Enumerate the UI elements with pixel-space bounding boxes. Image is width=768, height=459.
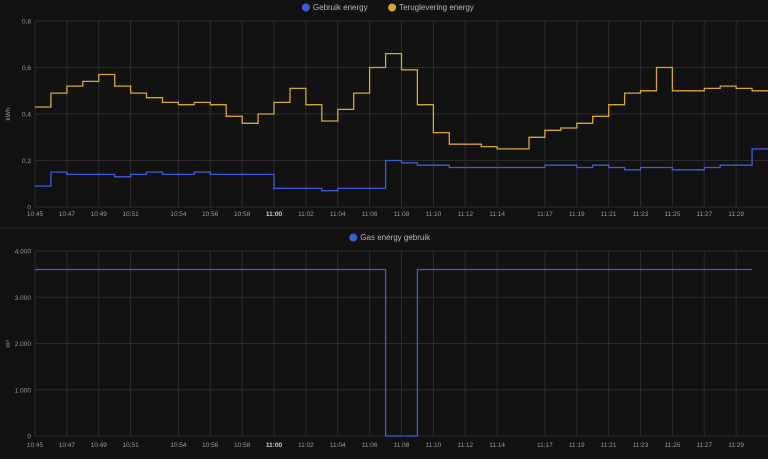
- x-tick-label: 11:00: [266, 442, 283, 449]
- x-tick-label: 10:56: [202, 442, 219, 449]
- x-tick-label: 11:19: [569, 442, 585, 449]
- x-tick-label: 10:51: [122, 442, 139, 449]
- legend-label: Gas energy gebruik: [360, 233, 431, 242]
- x-tick-label: 11:17: [537, 442, 553, 449]
- y-axis-label: kWh: [5, 107, 12, 120]
- x-tick-label: 10:45: [27, 211, 44, 218]
- x-tick-label: 10:58: [234, 211, 251, 218]
- y-tick-label: 0,6: [22, 65, 31, 72]
- x-tick-label: 11:27: [696, 442, 712, 449]
- legend-swatch: [349, 233, 358, 242]
- x-tick-label: 11:04: [330, 442, 346, 449]
- gas-chart: 0 1.000 2.000 3.000 4.000 10:45 10:47 10:49 10:5…: [5, 233, 768, 449]
- x-tick-label: 11:23: [633, 211, 649, 218]
- x-tick-label: 11:29: [728, 211, 744, 218]
- x-tick-label: 11:08: [394, 211, 410, 218]
- x-tick-label: 11:10: [425, 211, 441, 218]
- x-tick-label: 11:10: [425, 442, 441, 449]
- energy-chart: 0 0,2 0,4 0,6 0,8 10:45 10:47 10:49 10:51 10:54 10…: [5, 3, 768, 218]
- y-tick-label: 0: [27, 434, 31, 441]
- x-tick-label: 11:21: [601, 442, 617, 449]
- x-tick-label: 11:29: [728, 442, 744, 449]
- y-tick-label: 2.000: [15, 341, 32, 348]
- x-tick-label: 11:14: [489, 211, 505, 218]
- x-tick-label: 10:49: [91, 442, 108, 449]
- x-tick-label: 10:45: [27, 442, 44, 449]
- x-tick-label: 11:06: [362, 442, 378, 449]
- series-line-1: [35, 268, 753, 437]
- x-tick-label: 11:21: [601, 211, 617, 218]
- x-tick-label: 10:54: [170, 442, 187, 449]
- x-tick-label: 10:47: [59, 442, 76, 449]
- x-tick-label: 11:25: [664, 442, 680, 449]
- x-tick-label: 11:00: [266, 211, 283, 218]
- x-tick-label: 11:02: [298, 442, 314, 449]
- x-tick-label: 10:47: [59, 211, 76, 218]
- y-tick-label: 4.000: [15, 249, 32, 256]
- x-tick-label: 11:12: [457, 211, 473, 218]
- series-line-2: [35, 52, 768, 150]
- y-tick-label: 3.000: [15, 295, 32, 302]
- x-tick-label: 11:17: [537, 211, 553, 218]
- x-tick-label: 11:04: [330, 211, 346, 218]
- x-tick-label: 10:49: [91, 211, 108, 218]
- legend-swatch: [388, 3, 397, 12]
- x-tick-label: 11:12: [457, 442, 473, 449]
- y-tick-label: 0,4: [22, 112, 31, 119]
- x-tick-label: 10:54: [170, 211, 187, 218]
- x-tick-label: 11:27: [696, 211, 712, 218]
- legend-label: Gebruik energy: [313, 3, 368, 12]
- x-tick-label: 11:08: [394, 442, 410, 449]
- x-tick-label: 10:56: [202, 211, 219, 218]
- y-axis-label: m³: [5, 339, 12, 347]
- y-tick-label: 0,8: [22, 19, 31, 26]
- legend-label: Teruglevering energy: [399, 3, 474, 12]
- x-tick-label: 10:58: [234, 442, 251, 449]
- x-tick-label: 11:14: [489, 442, 505, 449]
- y-tick-label: 1.000: [15, 387, 32, 394]
- series-line-1: [35, 148, 768, 192]
- x-tick-label: 11:06: [362, 211, 378, 218]
- x-tick-label: 11:19: [569, 211, 585, 218]
- y-tick-label: 0,2: [22, 158, 31, 165]
- legend-swatch: [301, 3, 310, 12]
- x-tick-label: 10:51: [122, 211, 139, 218]
- y-tick-label: 0: [27, 205, 31, 212]
- x-tick-label: 11:23: [633, 442, 649, 449]
- x-tick-label: 11:02: [298, 211, 314, 218]
- x-tick-label: 11:25: [664, 211, 680, 218]
